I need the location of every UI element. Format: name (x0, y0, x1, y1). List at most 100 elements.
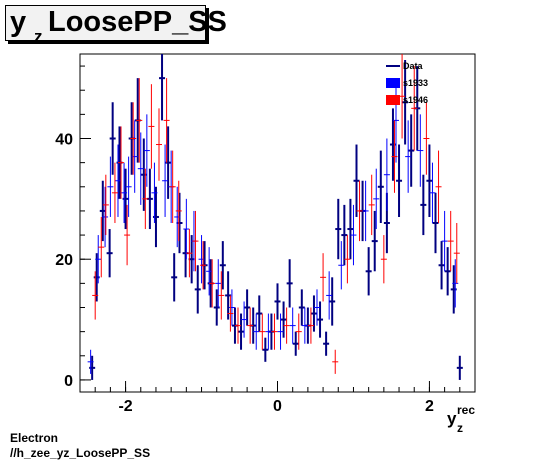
data-point (301, 307, 308, 344)
data-point (310, 295, 317, 332)
series-s1933 (87, 78, 459, 374)
data-point (377, 150, 384, 223)
series-s1946 (92, 54, 460, 374)
x-axis-label-sup: rec (457, 403, 475, 417)
legend-swatch-s1933 (386, 78, 400, 88)
data-point (215, 259, 222, 308)
data-point (317, 301, 324, 338)
data-point (453, 223, 460, 284)
data-point (218, 271, 225, 320)
data-point (118, 126, 125, 199)
data-point (277, 313, 284, 350)
data-point (423, 102, 430, 175)
data-point (111, 162, 118, 223)
data-point (456, 355, 463, 380)
data-point (136, 78, 143, 163)
data-point (247, 307, 254, 344)
data-point (227, 295, 234, 332)
data-point (102, 174, 109, 236)
data-point (389, 108, 396, 181)
data-point (332, 349, 339, 374)
data-point (391, 120, 398, 193)
data-point (283, 307, 290, 344)
data-point (235, 307, 241, 344)
data-point (350, 204, 357, 266)
data-point (93, 253, 100, 302)
legend-label: s1946 (403, 95, 428, 105)
data-point (405, 120, 412, 193)
data-point (362, 180, 369, 242)
title-rest: LoosePP_SS (48, 6, 227, 38)
data-point (156, 108, 162, 181)
data-point (163, 78, 170, 163)
data-point (438, 241, 445, 290)
data-point (344, 235, 351, 284)
data-point (320, 253, 327, 302)
legend-label: Data (403, 61, 424, 71)
data-point (447, 210, 454, 272)
data-point (175, 180, 182, 242)
footer-category: Electron (10, 431, 59, 445)
data-point (429, 162, 436, 223)
data-point (420, 174, 427, 236)
data-point (121, 162, 128, 223)
title-box: y z LoosePP_SS (5, 5, 227, 46)
series-layer (87, 54, 463, 380)
data-point (109, 102, 116, 175)
title-subscript: z (34, 27, 43, 46)
data-point (106, 229, 113, 278)
data-point (143, 114, 150, 187)
data-point (206, 247, 213, 296)
data-point (183, 198, 190, 260)
data-point (98, 216, 105, 278)
data-point (159, 54, 166, 121)
title-main: y (10, 6, 27, 38)
data-point (383, 138, 390, 211)
data-point (338, 241, 345, 290)
data-point (341, 204, 348, 266)
data-point (192, 210, 199, 272)
data-point (371, 210, 378, 272)
legend: Data s1933 s1946 (386, 61, 428, 105)
data-point (307, 307, 314, 344)
x-tick-label: 0 (273, 398, 282, 415)
data-point (286, 259, 293, 308)
data-point (219, 241, 226, 290)
data-point (171, 253, 178, 302)
data-point (213, 289, 220, 326)
data-point (329, 277, 336, 326)
x-axis-label-main: y (447, 409, 457, 428)
data-point (124, 204, 131, 266)
data-point (241, 301, 248, 338)
data-point (295, 313, 302, 350)
data-point (209, 259, 216, 308)
data-point (142, 168, 149, 230)
data-point (114, 144, 121, 217)
series-data (89, 54, 463, 380)
data-point (244, 289, 251, 326)
data-point (441, 210, 448, 272)
data-point (408, 114, 415, 187)
data-point (356, 180, 363, 242)
legend-label: s1933 (403, 78, 428, 88)
data-point (107, 156, 114, 217)
data-point (402, 60, 409, 145)
data-point (426, 144, 433, 217)
data-point (450, 265, 457, 314)
data-point (399, 54, 406, 139)
data-point (323, 331, 330, 356)
data-point (137, 132, 144, 205)
data-point (194, 265, 201, 314)
data-point (368, 174, 375, 236)
x-tick-label: -2 (118, 398, 132, 415)
data-point (365, 247, 372, 296)
data-point (122, 168, 129, 230)
data-point (380, 235, 387, 284)
data-point (444, 247, 451, 296)
data-point (151, 162, 158, 223)
data-point (165, 126, 172, 199)
data-point (92, 271, 99, 320)
data-point (396, 144, 403, 217)
data-point (169, 150, 176, 223)
